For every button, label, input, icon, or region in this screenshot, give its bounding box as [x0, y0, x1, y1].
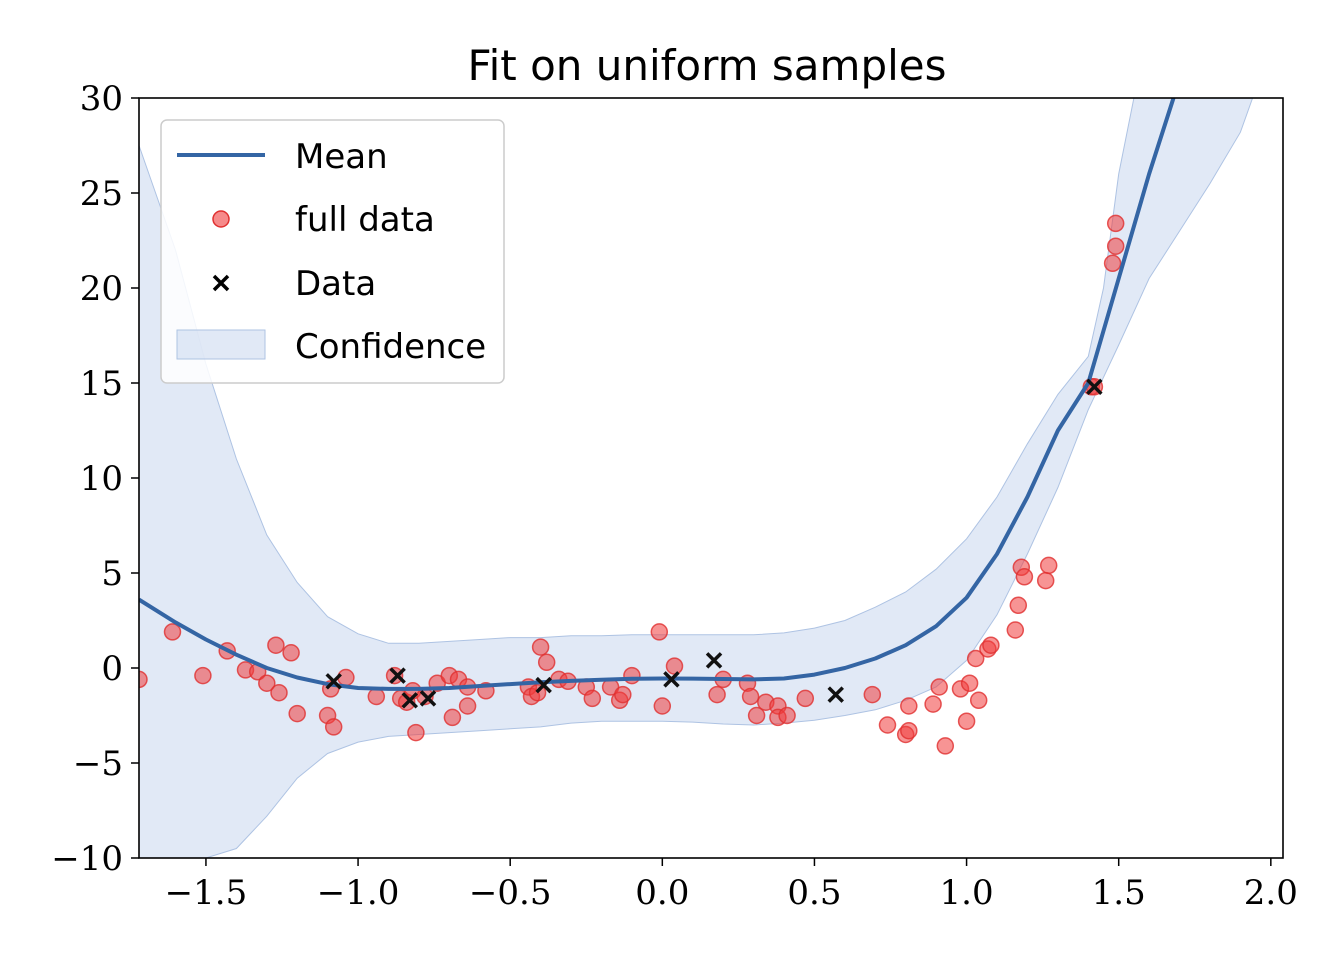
legend-full-data-label: full data [295, 200, 435, 240]
full-data-point-0 [139, 670, 148, 689]
legend-confidence-label: Confidence [295, 327, 486, 367]
full-data-point-42 [650, 623, 669, 641]
confidence-band [139, 98, 1254, 858]
y-tick-label-7: 25 [80, 174, 123, 214]
legend-confidence-swatch [176, 329, 266, 360]
x-tick-label-4: 0.5 [787, 873, 841, 913]
full-data-point-10 [288, 704, 306, 723]
mean-line [139, 98, 1176, 691]
full-data-point-44 [665, 657, 684, 675]
data-marker-5 [663, 671, 680, 688]
full-data-point-56 [878, 716, 897, 734]
x-tick-label-3: 0.0 [635, 873, 689, 913]
legend-frame [160, 119, 505, 384]
full-data-point-54 [796, 689, 815, 708]
full-data-point-62 [936, 737, 955, 755]
full-data-point-7 [267, 636, 285, 654]
full-data-point-13 [324, 718, 343, 736]
full-data-point-75 [1039, 556, 1058, 575]
data-marker-1 [389, 667, 406, 684]
full-data-point-71 [1009, 596, 1028, 615]
full-data-point-8 [270, 683, 288, 702]
full-data-point-66 [966, 649, 985, 668]
x-axis: −1.5 −1.0 −0.5 0.0 0.5 1.0 1.5 2.0 [165, 858, 1298, 913]
full-data-point-64 [957, 712, 976, 730]
x-tick-label-1: −1.0 [317, 873, 400, 913]
full-data-point-61 [930, 678, 948, 696]
x-tick-label-7: 2.0 [1244, 873, 1298, 913]
full-data-point-6 [258, 674, 276, 692]
full-data-point-60 [924, 695, 942, 713]
chart-title: Fit on uniform samples [467, 41, 946, 90]
full-data-point-16 [385, 666, 404, 685]
full-data-point-48 [741, 687, 760, 706]
full-data-point-24 [443, 708, 462, 727]
y-tick-label-5: 15 [80, 364, 123, 404]
y-tick-label-2: 0 [101, 649, 123, 689]
full-data-point-2 [194, 666, 212, 685]
y-tick-label-6: 20 [80, 269, 123, 309]
y-tick-label-4: 10 [80, 459, 123, 499]
data-marker-2 [401, 692, 419, 709]
full-data-point-20 [407, 723, 425, 742]
y-tick-label-3: 5 [101, 554, 123, 594]
y-tick-label-1: −5 [73, 744, 123, 784]
full-data-point-70 [1006, 621, 1025, 639]
full-data-point-78 [1103, 254, 1122, 273]
full-data-point-45 [708, 685, 726, 704]
full-data-point-41 [623, 666, 641, 685]
full-data-point-58 [900, 721, 918, 740]
legend-full-data-swatch [212, 210, 230, 228]
full-data-point-37 [583, 689, 602, 708]
full-data-point-69 [982, 636, 1000, 654]
full-data-point-15 [367, 687, 386, 706]
x-tick-label-6: 1.5 [1092, 873, 1146, 913]
plot-area [139, 98, 1254, 858]
full-data-point-79 [1106, 237, 1125, 255]
x-tick-label-5: 1.0 [940, 873, 994, 913]
data-marker-7 [827, 686, 844, 703]
full-data-point-67 [969, 691, 988, 710]
legend-data-swatch [212, 274, 230, 292]
full-data-point-65 [960, 674, 979, 692]
full-data-point-32 [531, 638, 550, 656]
x-tick-label-0: −1.5 [165, 873, 248, 913]
legend-mean-label: Mean [295, 137, 388, 177]
data-marker-8 [1086, 378, 1103, 396]
full-data-point-40 [614, 685, 632, 704]
full-data-point-49 [747, 706, 766, 725]
full-data-point-55 [863, 685, 882, 704]
data-marker-4 [535, 676, 552, 694]
full-data-point-14 [337, 668, 355, 687]
full-data-point-59 [900, 697, 918, 715]
full-data-point-53 [778, 706, 796, 725]
full-data-point-33 [537, 653, 556, 672]
full-data-point-1 [163, 623, 182, 641]
y-tick-label-0: −10 [51, 839, 123, 879]
x-tick-label-2: −0.5 [469, 873, 552, 913]
full-data-point-43 [653, 697, 672, 715]
data-marker-6 [705, 652, 723, 669]
data-marker-0 [325, 673, 342, 690]
full-data-point-74 [1036, 571, 1055, 590]
full-data-point-27 [458, 697, 477, 715]
y-axis: −10 −5 0 5 10 15 20 25 30 [51, 79, 139, 879]
legend-data-label: Data [295, 264, 376, 304]
data-marker-3 [419, 690, 437, 707]
full-data-point-80 [1106, 214, 1125, 233]
full-data-point-9 [282, 644, 300, 662]
legend: Mean full data Data Confidence [160, 119, 505, 384]
full-data-point-73 [1015, 568, 1034, 586]
y-tick-label-8: 30 [80, 79, 123, 119]
